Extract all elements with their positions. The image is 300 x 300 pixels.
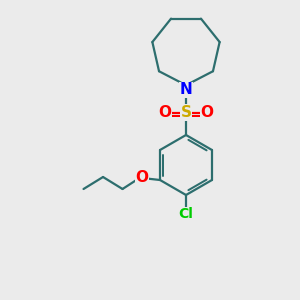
Text: S: S <box>181 105 191 120</box>
Text: Cl: Cl <box>178 207 194 221</box>
Text: O: O <box>158 105 172 120</box>
Text: O: O <box>200 105 214 120</box>
Text: N: N <box>180 82 192 98</box>
Text: O: O <box>136 169 148 184</box>
